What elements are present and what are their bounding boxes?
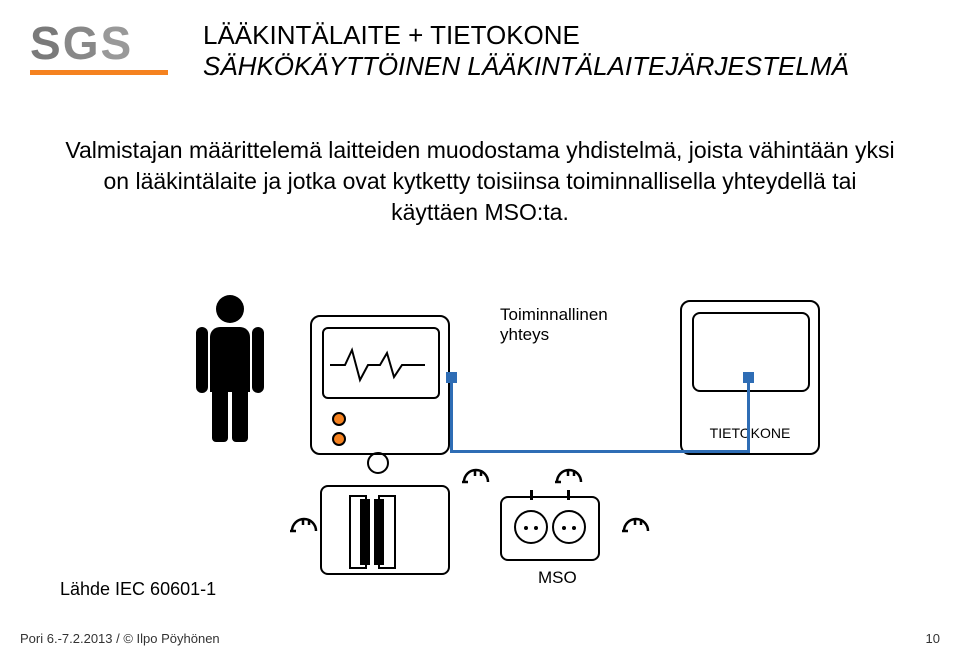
plug-icon	[555, 468, 591, 496]
led-icon	[332, 432, 346, 446]
page-number: 10	[926, 631, 940, 646]
link-line	[450, 380, 453, 450]
link-line	[747, 380, 750, 453]
isolation-transformer-icon	[320, 485, 450, 575]
link-endpoint	[743, 372, 754, 383]
logo-s2: S	[100, 20, 131, 66]
title-line-2: SÄHKÖKÄYTTÖINEN LÄÄKINTÄLAITEJÄRJESTELMÄ	[203, 51, 849, 82]
reference-text: Lähde IEC 60601-1	[60, 579, 216, 600]
footer-left: Pori 6.-7.2.2013 / © Ilpo Pöyhönen	[20, 631, 220, 646]
diagram: TIETOKONE Toiminnallinen yhteys MSO	[0, 280, 960, 580]
plug-icon	[462, 468, 498, 496]
link-label: Toiminnallinen yhteys	[500, 305, 608, 346]
dial-icon	[367, 452, 389, 474]
medical-monitor-device	[310, 315, 450, 455]
plug-icon	[622, 517, 658, 545]
title-line-1: LÄÄKINTÄLAITE + TIETOKONE	[203, 20, 849, 51]
logo-s: S	[30, 20, 61, 66]
logo-underline	[30, 70, 168, 75]
person-icon	[190, 295, 270, 445]
logo-g: G	[63, 20, 99, 66]
footer: Pori 6.-7.2.2013 / © Ilpo Pöyhönen 10	[20, 631, 940, 646]
pc-label: TIETOKONE	[682, 425, 818, 441]
link-line	[450, 450, 750, 453]
titles: LÄÄKINTÄLAITE + TIETOKONE SÄHKÖKÄYTTÖINE…	[203, 20, 849, 82]
link-label-line1: Toiminnallinen	[500, 305, 608, 324]
header: S G S LÄÄKINTÄLAITE + TIETOKONE SÄHKÖKÄY…	[30, 20, 930, 82]
link-label-line2: yhteys	[500, 325, 549, 344]
sgs-letters: S G S	[30, 20, 168, 66]
sgs-logo: S G S	[30, 20, 168, 75]
led-icon	[332, 412, 346, 426]
mso-label: MSO	[538, 568, 577, 588]
mso-outlet-icon	[500, 496, 600, 561]
body-text: Valmistajan määrittelemä laitteiden muod…	[60, 135, 900, 228]
plug-icon	[290, 517, 326, 545]
